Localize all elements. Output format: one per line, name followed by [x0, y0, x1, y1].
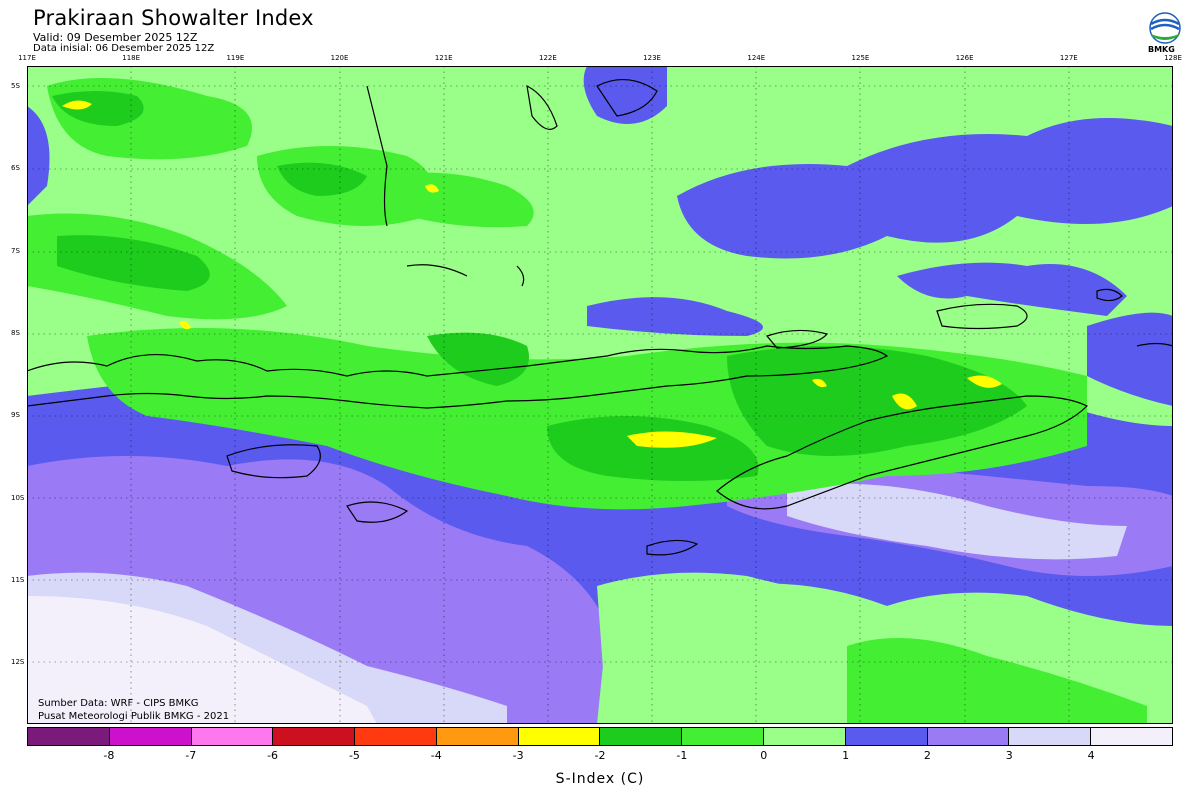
lon-label: 123E: [643, 54, 661, 62]
lat-label: 11S: [11, 575, 25, 584]
field-blue-right-mid: [1087, 312, 1173, 406]
coast-lesser-sunda-chain: [27, 345, 889, 409]
colorbar-tick-label: 2: [923, 749, 931, 762]
map-title: Prakiraan Showalter Index: [33, 6, 314, 30]
field-lavender-southeast: [787, 483, 1127, 560]
colorbar-tick-label: -7: [185, 749, 197, 762]
colorbar-title: S-Index (C): [555, 771, 645, 787]
colorbar-tick-label: 1: [842, 749, 850, 762]
field-yellow-cell-2: [627, 431, 717, 448]
lat-label: 8S: [11, 328, 20, 337]
coast-alor: [765, 329, 829, 349]
colorbar-segment: [518, 728, 601, 745]
data-source-note: Sumber Data: WRF - CIPS BMKG Pusat Meteo…: [38, 697, 229, 723]
coast-timor: [716, 395, 1089, 510]
lon-label: 119E: [226, 54, 245, 62]
field-dark-green-central: [547, 416, 759, 481]
field-yellow-cell-6: [179, 320, 191, 330]
coast-flores-islands-north: [406, 264, 525, 287]
coast-sumba: [226, 444, 321, 479]
colorbar-segment: [845, 728, 928, 745]
colorbar-tick-label: -1: [676, 749, 688, 762]
field-yellow-cell-4: [892, 393, 917, 410]
field-white-south: [27, 596, 377, 724]
coast-savu-rote: [346, 501, 409, 523]
lat-label: 7S: [11, 246, 20, 255]
colorbar-tick-label: -5: [348, 749, 360, 762]
showalter-index-map: [27, 66, 1173, 724]
colorbar-segment: [191, 728, 274, 745]
field-dark-green-central-west: [427, 332, 529, 386]
lat-label: 5S: [11, 82, 20, 90]
bmkg-logo: [1149, 12, 1181, 44]
field-yellow-cell-5: [425, 184, 439, 193]
coast-sulawesi-south: [366, 85, 388, 227]
field-green-center-strip: [387, 172, 534, 228]
colorbar-tick-label: -3: [512, 749, 524, 762]
lon-label: 125E: [851, 54, 870, 62]
source-line-1: Sumber Data: WRF - CIPS BMKG: [38, 698, 199, 709]
coast-banda-north: [596, 78, 658, 117]
colorbar-tick-label: -6: [267, 749, 279, 762]
field-dark-green-north-center: [277, 162, 367, 196]
gridlines: [27, 66, 1173, 724]
colorbar-tick-label: -2: [594, 749, 606, 762]
colorbar-tick-label: -8: [103, 749, 115, 762]
field-blue-mid-band: [587, 297, 763, 336]
colorbar-tick-label: 3: [1005, 749, 1013, 762]
coast-rote: [646, 539, 699, 556]
colorbar-segment: [28, 728, 110, 745]
lon-label: 124E: [747, 54, 766, 62]
field-green-south-dark: [847, 638, 1147, 724]
valid-time: Valid: 09 Desember 2025 12Z: [33, 31, 198, 44]
field-yellow-cell-3: [967, 375, 1002, 388]
source-line-2: Pusat Meteorologi Publik BMKG - 2021: [38, 711, 230, 722]
coast-east-small: [1136, 342, 1173, 347]
field-yellow-cell-1: [62, 100, 92, 110]
colorbar-segment: [600, 728, 683, 745]
lon-label: 126E: [955, 54, 974, 62]
lon-label: 121E: [434, 54, 453, 62]
lon-label: 128E: [1164, 54, 1182, 62]
colorbar-segment: [1009, 728, 1092, 745]
colorbar-segment: [436, 728, 519, 745]
coast-buton: [526, 84, 558, 130]
field-blue-north-center: [583, 66, 667, 124]
lon-label: 122E: [539, 54, 557, 62]
colorbar-tick-label: 4: [1087, 749, 1095, 762]
colorbar-segment: [682, 728, 765, 745]
init-time: Data inisial: 06 Desember 2025 12Z: [33, 43, 215, 54]
field-blue-east-mid: [897, 262, 1127, 316]
field-yellow-cell-7: [812, 378, 827, 388]
lat-label: 10S: [11, 493, 25, 502]
field-blue-east-upper: [677, 118, 1173, 259]
lon-label: 117E: [18, 54, 36, 62]
colorbar-segment: [927, 728, 1010, 745]
field-dark-green-north-left: [52, 91, 144, 126]
colorbar-segment: [764, 728, 846, 745]
colorbar-tick-label: -4: [430, 749, 442, 762]
coast-babar: [1096, 288, 1123, 302]
colorbar-segment: [1091, 728, 1172, 745]
colorbar-segment: [355, 728, 437, 745]
lon-label: 127E: [1059, 54, 1078, 62]
lat-label: 6S: [11, 164, 20, 173]
coast-wetar: [936, 303, 1028, 330]
logo-text: BMKG: [1148, 45, 1175, 54]
colorbar: [27, 727, 1173, 746]
colorbar-segment: [109, 728, 192, 745]
lon-label: 120E: [330, 54, 349, 62]
lon-label: 118E: [122, 54, 141, 62]
lat-label: 9S: [11, 411, 20, 420]
colorbar-segment: [273, 728, 356, 745]
lat-label: 12S: [11, 658, 25, 667]
field-blue-northwest: [27, 106, 50, 206]
colorbar-tick-label: 0: [760, 749, 768, 762]
field-dark-green-west: [57, 235, 210, 291]
coastlines: [27, 78, 1173, 556]
